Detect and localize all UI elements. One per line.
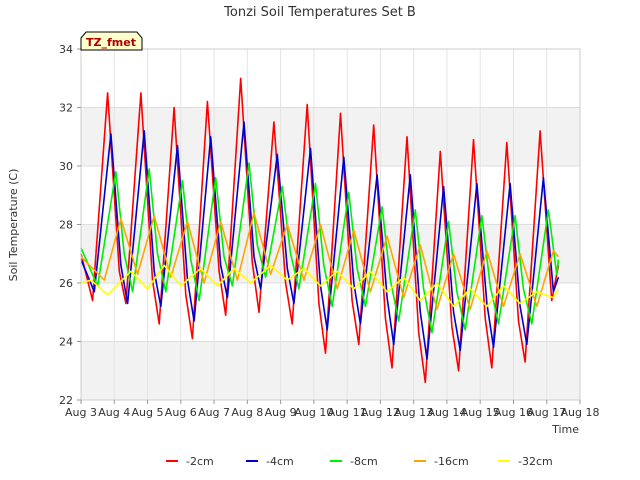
legend-label: -2cm (186, 455, 214, 468)
x-tick-label: Aug 15 (461, 406, 500, 419)
x-tick-label: Aug 14 (427, 406, 466, 419)
legend-label: -4cm (266, 455, 294, 468)
y-tick-label: 34 (59, 43, 73, 56)
x-tick-label: Aug 10 (294, 406, 333, 419)
legend-item: -8cm (330, 455, 378, 468)
grid-band (81, 107, 580, 166)
x-tick-label: Aug 8 (231, 406, 263, 419)
legend-item: -2cm (166, 455, 214, 468)
series-line-8cmcm (80, 162, 560, 334)
legend-label: -16cm (434, 455, 469, 468)
x-tick-label: Aug 4 (98, 406, 130, 419)
x-tick-label: Aug 18 (561, 406, 600, 419)
legend-label: -8cm (350, 455, 378, 468)
series-lines (80, 77, 560, 384)
x-tick-label: Aug 6 (165, 406, 197, 419)
annotation-label: TZ_fmet (86, 36, 136, 49)
legend-item: -32cm (498, 455, 553, 468)
legend-item: -4cm (246, 455, 294, 468)
legend-label: -32cm (518, 455, 553, 468)
y-tick-label: 32 (59, 102, 73, 115)
chart-title: Tonzi Soil Temperatures Set B (223, 5, 416, 20)
series-line-32cmcm (80, 264, 560, 308)
tz-fmet-annotation: TZ_fmet (80, 31, 143, 51)
series-line-2cmcm (80, 77, 560, 384)
x-tick-label: Aug 11 (328, 406, 367, 419)
legend-item: -16cm (414, 455, 469, 468)
x-tick-label: Aug 5 (132, 406, 164, 419)
x-tick-label: Aug 7 (198, 406, 230, 419)
x-axis-label: Time (551, 423, 579, 436)
x-tick-label: Aug 9 (265, 406, 297, 419)
x-tick-label: Aug 17 (527, 406, 566, 419)
y-axis-label: Soil Temperature (C) (7, 169, 20, 282)
x-tick-label: Aug 3 (65, 406, 97, 419)
grid-band (81, 341, 580, 400)
x-tick-label: Aug 13 (394, 406, 433, 419)
series-line-16cmcm (80, 212, 560, 311)
y-tick-label: 22 (59, 394, 73, 407)
y-tick-label: 24 (59, 336, 73, 349)
y-tick-label: 26 (59, 277, 73, 290)
x-tick-label: Aug 12 (361, 406, 400, 419)
y-tick-label: 30 (59, 160, 73, 173)
x-tick-label: Aug 16 (494, 406, 533, 419)
legend: -2cm -4cm -8cm -16cm -32cm (166, 455, 553, 468)
y-tick-label: 28 (59, 219, 73, 232)
